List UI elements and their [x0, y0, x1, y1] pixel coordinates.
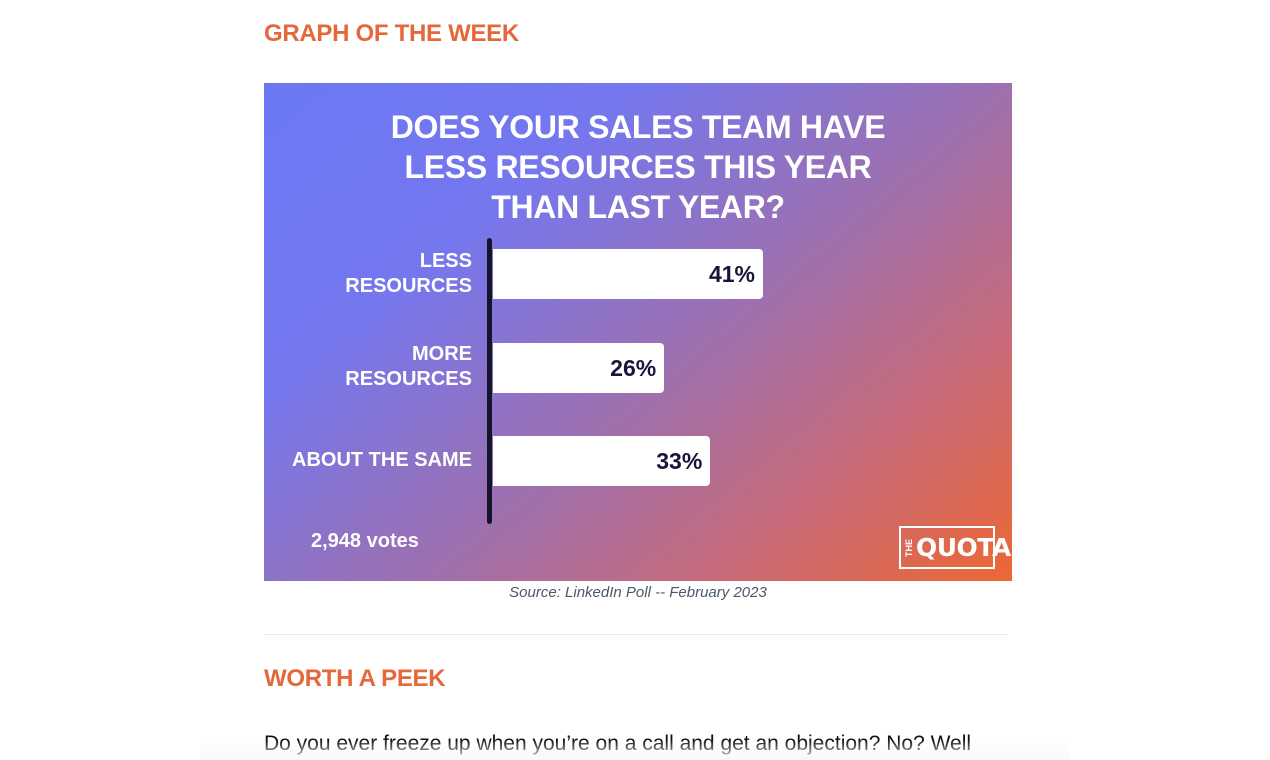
category-label-3: ABOUT THE SAME [292, 449, 472, 471]
chart-title-line-3: THAN LAST YEAR? [491, 189, 785, 225]
logo-the-text: THE [904, 538, 914, 557]
category-label-1: LESS RESOURCES [345, 250, 472, 297]
bar-value-label-1: 41% [708, 261, 755, 287]
chart-title: DOES YOUR SALES TEAM HAVE LESS RESOURCES… [264, 107, 1012, 227]
bar-1 [493, 249, 763, 299]
category-label-2: MORE RESOURCES [345, 343, 472, 390]
the-quota-logo: THE QUOTA [899, 526, 1011, 569]
chart-source-caption: Source: LinkedIn Poll -- February 2023 [509, 584, 767, 601]
scroll-fade [200, 740, 1070, 760]
chart-axis-line [487, 238, 492, 524]
worth-a-peek-heading: WORTH A PEEK [264, 665, 446, 692]
chart-title-line-2: LESS RESOURCES THIS YEAR [404, 149, 872, 185]
bar-3 [493, 436, 711, 486]
votes-count: 2,948 votes [311, 530, 419, 552]
bar-value-label-2: 26% [610, 355, 657, 381]
bar-2 [493, 343, 665, 393]
logo-quota-text: QUOTA [916, 533, 1011, 562]
bar-value-label-3: 33% [656, 448, 703, 474]
chart-title-line-1: DOES YOUR SALES TEAM HAVE [390, 109, 886, 145]
poll-chart: DOES YOUR SALES TEAM HAVE LESS RESOURCES… [264, 83, 1012, 581]
section-divider [264, 634, 1008, 635]
graph-of-the-week-heading: GRAPH OF THE WEEK [264, 20, 519, 47]
